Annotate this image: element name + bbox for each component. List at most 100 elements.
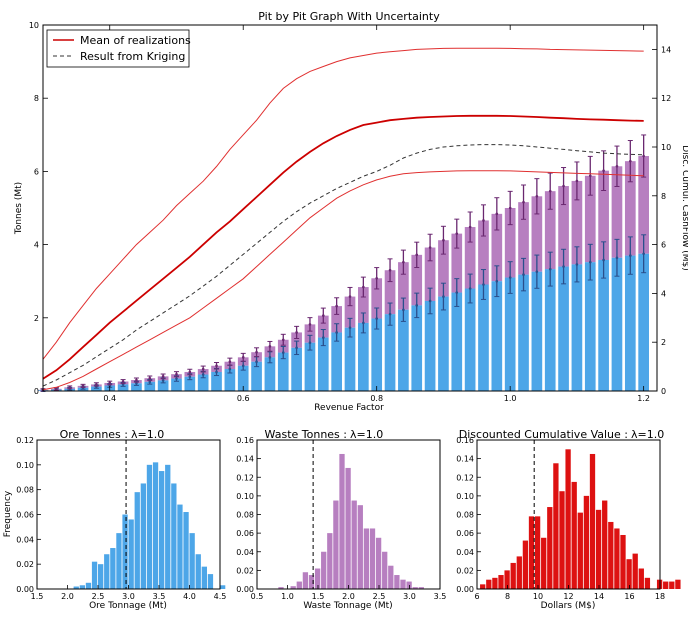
y-right-tick-label: 12 <box>661 94 671 103</box>
hist-bar <box>177 505 182 589</box>
bar-ore <box>411 305 422 391</box>
error-bar-total-marker <box>389 269 392 272</box>
y-tick-label: 0.04 <box>16 535 34 544</box>
y-tick-label: 0.00 <box>456 585 474 594</box>
error-bar-total-marker <box>562 185 565 188</box>
hist-bar <box>86 583 91 589</box>
hist-bar <box>376 538 381 589</box>
main-ylabel: Tonnes (Mt) <box>14 182 24 235</box>
error-bar-total-marker <box>522 201 525 204</box>
hist-bar <box>208 574 213 589</box>
bar-ore <box>558 267 569 391</box>
error-bar-total-marker <box>375 277 378 280</box>
y-right-tick-label: 10 <box>661 143 671 152</box>
error-bar-total-marker <box>429 246 432 249</box>
hist-bar <box>626 559 631 589</box>
error-bar-total-marker <box>189 371 192 374</box>
error-bar-total-marker <box>536 195 539 198</box>
hist-bar <box>129 519 134 589</box>
hist-ore-ylabel: Frequency <box>3 490 13 537</box>
hist-bar <box>220 585 225 589</box>
hist-bar <box>608 522 613 589</box>
x-tick-label: 3.5 <box>434 592 447 601</box>
error-bar-ore-marker <box>202 373 205 376</box>
error-bar-ore-marker <box>496 280 499 283</box>
error-bar-total-marker <box>455 232 458 235</box>
hist-bar <box>153 462 158 589</box>
hist-value-lambda: λ=1.0 <box>631 428 664 441</box>
hist-bar <box>400 580 405 589</box>
x-tick-label: 12 <box>563 592 573 601</box>
hist-bar <box>202 567 207 589</box>
error-bar-total-marker <box>108 382 111 385</box>
error-bar-total-marker <box>442 239 445 242</box>
hist-waste-xlabel: Waste Tonnage (Mt) <box>303 601 392 611</box>
hist-bar <box>171 483 176 589</box>
main-plot-area <box>38 48 649 391</box>
y-tick-label: 0.12 <box>236 473 254 482</box>
hist-bar <box>517 556 522 589</box>
hist-bar <box>529 516 534 589</box>
hist-bar <box>352 501 357 589</box>
error-bar-total-marker <box>415 254 418 257</box>
hist-bar <box>511 563 516 589</box>
error-bar-ore-marker <box>229 368 232 371</box>
hist-value-plot <box>480 440 681 589</box>
error-bar-total-marker <box>402 261 405 264</box>
error-bar-total-marker <box>282 338 285 341</box>
main-xlabel: Revenue Factor <box>314 403 384 413</box>
bar-ore <box>612 258 623 391</box>
error-bar-total-marker <box>469 226 472 229</box>
y-right-tick-label: 14 <box>661 45 671 54</box>
error-bar-ore-marker <box>429 300 432 303</box>
hist-bar <box>559 491 564 589</box>
hist-bar <box>394 575 399 589</box>
error-bar-ore-marker <box>349 326 352 329</box>
error-bar-ore-marker <box>522 273 525 276</box>
hist-bar <box>620 535 625 589</box>
bar-ore <box>598 260 609 391</box>
bar-ore <box>478 284 489 391</box>
hist-value-xlabel: Dollars (M$) <box>541 601 596 611</box>
hist-bar <box>80 585 85 589</box>
error-bar-total-marker <box>496 213 499 216</box>
x-tick-label: 1.5 <box>312 592 325 601</box>
x-tick-label: 3.5 <box>153 592 166 601</box>
hist-bar <box>388 566 393 589</box>
bar-ore <box>398 310 409 391</box>
error-bar-total-marker <box>616 165 619 168</box>
hist-bar <box>333 501 338 589</box>
hist-bar <box>135 492 140 589</box>
error-bar-ore-marker <box>322 336 325 339</box>
error-bar-ore-marker <box>148 381 151 384</box>
hist-bar <box>596 510 601 589</box>
error-bar-total-marker <box>135 379 138 382</box>
error-bar-ore-marker <box>589 261 592 264</box>
error-bar-ore-marker <box>442 295 445 298</box>
y-tick-label: 0.08 <box>236 511 254 520</box>
x-tick-label: 10 <box>533 592 543 601</box>
error-bar-ore-marker <box>242 364 245 367</box>
bar-ore <box>638 254 649 391</box>
main-chart: Pit by Pit Graph With Uncertainty Revenu… <box>14 10 688 413</box>
error-bar-total-marker <box>295 331 298 334</box>
error-bar-ore-marker <box>335 331 338 334</box>
error-bar-total-marker <box>162 375 165 378</box>
hist-bar <box>116 533 121 589</box>
error-bar-total-marker <box>202 368 205 371</box>
error-bar-ore-marker <box>415 304 418 307</box>
x-tick-label: 6 <box>474 592 479 601</box>
hist-bar <box>327 533 332 589</box>
hist-bar <box>183 512 188 589</box>
hist-ore-title: Ore Tonnes : <box>60 428 128 441</box>
y-tick-label: 0.16 <box>456 436 474 445</box>
y-tick-label: 2 <box>34 314 39 323</box>
hist-bar <box>614 528 619 589</box>
hist-waste-lambda: λ=1.0 <box>350 428 383 441</box>
main-ylabel-right: Disc. Cumul. CashFlow (M$) <box>680 145 688 271</box>
hist-waste-plot <box>278 440 424 589</box>
hist-bar <box>159 471 164 589</box>
error-bar-ore-marker <box>162 379 165 382</box>
